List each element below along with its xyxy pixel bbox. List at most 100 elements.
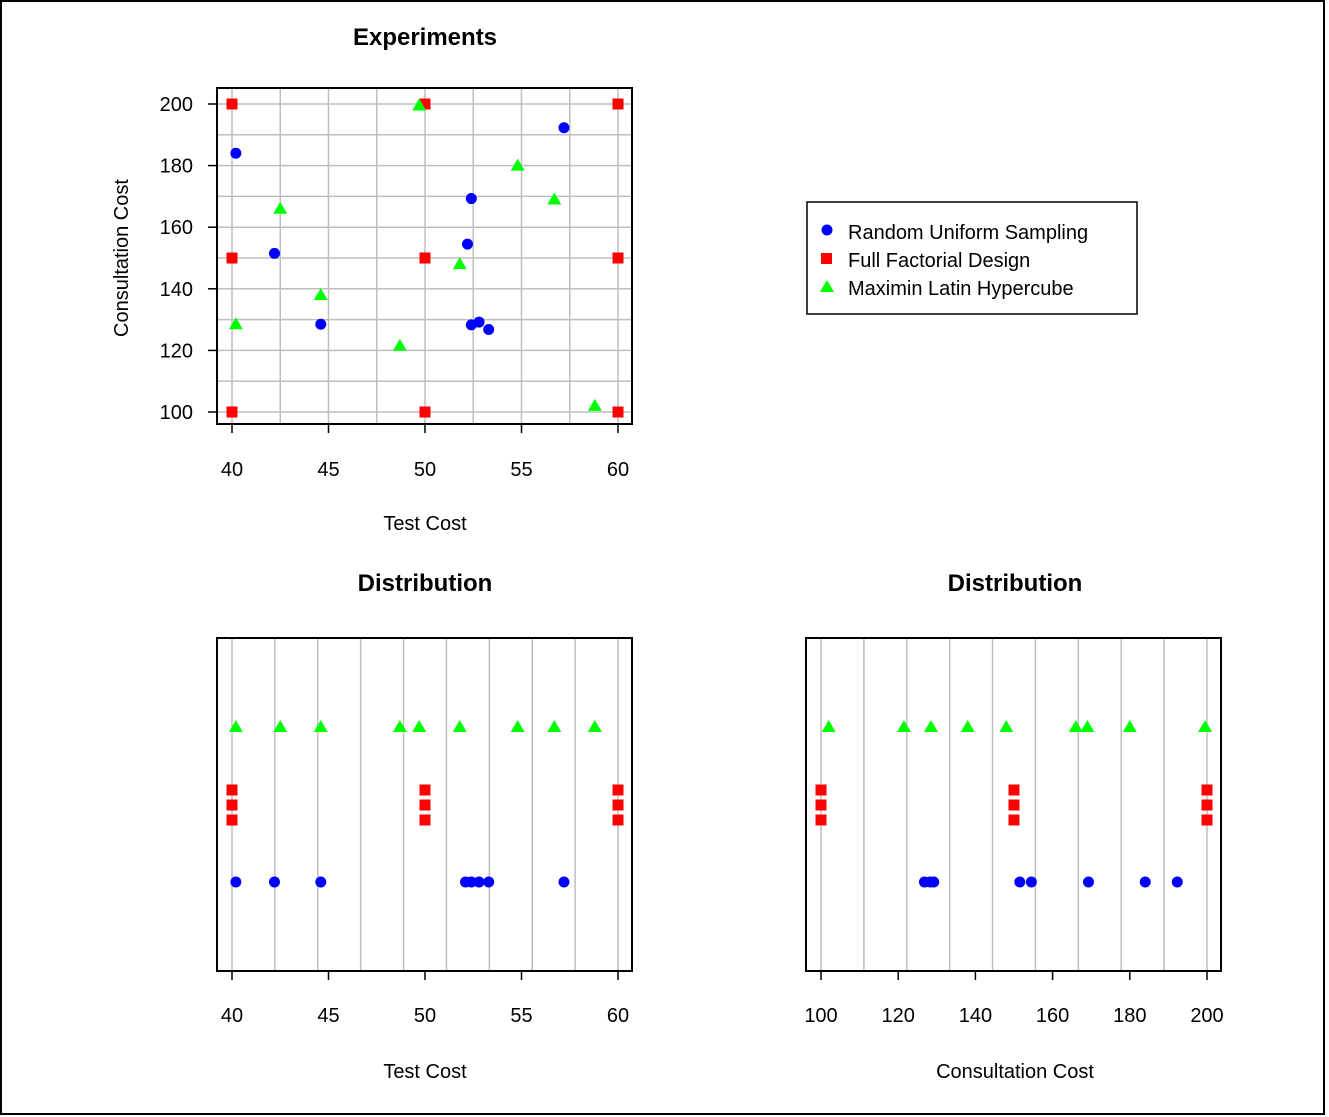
triangle-point	[960, 720, 975, 732]
square-point	[1008, 784, 1020, 796]
experiments-title: Experiments	[353, 24, 497, 51]
x-tick-label: 160	[1036, 1005, 1069, 1027]
circle-point	[315, 318, 327, 330]
y-tick-label: 100	[160, 402, 193, 424]
triangle-point	[412, 720, 427, 732]
square-point	[612, 784, 624, 796]
distribution-consultation-x-axis-label: Consultation Cost	[936, 1061, 1094, 1083]
distribution-consultation-plot-box	[805, 637, 1222, 972]
distribution-consultation-x-ticks: 100 120 140 160 180 200	[804, 971, 1224, 1027]
triangle-point	[999, 720, 1014, 732]
square-point	[226, 406, 238, 418]
triangle-point	[587, 398, 602, 411]
triangle-point	[821, 720, 836, 732]
x-tick-label: 50	[414, 1005, 436, 1027]
square-point	[815, 814, 827, 826]
legend-triangle-marker	[820, 280, 834, 292]
distribution-consultation-marks	[815, 720, 1213, 888]
square-point	[1008, 799, 1020, 811]
circle-point	[1171, 876, 1183, 888]
x-tick-label: 40	[221, 459, 243, 481]
triangle-point	[510, 720, 525, 732]
square-point	[419, 784, 431, 796]
y-tick-label: 140	[160, 279, 193, 301]
square-point	[226, 799, 238, 811]
square-point	[815, 784, 827, 796]
triangle-point	[412, 98, 427, 111]
legend: Random Uniform Sampling Full Factorial D…	[806, 201, 1138, 315]
legend-item-random: Random Uniform Sampling	[848, 222, 1088, 244]
distribution-test-panel: Distribution 40 45 50 55 60 Test Cost	[216, 570, 633, 1083]
circle-point	[1014, 876, 1026, 888]
experiments-y-ticks: 100 120 140 160 180 200	[160, 94, 217, 424]
distribution-test-grid	[231, 638, 619, 971]
square-point	[226, 814, 238, 826]
triangle-point	[228, 720, 243, 732]
square-point	[612, 814, 624, 826]
triangle-point	[1198, 720, 1213, 732]
triangle-point	[547, 720, 562, 732]
circle-point	[465, 193, 477, 205]
circle-point	[461, 238, 473, 250]
square-point	[612, 98, 624, 110]
x-tick-label: 60	[607, 1005, 629, 1027]
x-tick-label: 60	[607, 459, 629, 481]
x-tick-label: 45	[317, 1005, 339, 1027]
triangle-point	[1122, 720, 1137, 732]
y-tick-label: 200	[160, 94, 193, 116]
circle-point	[230, 876, 242, 888]
x-tick-label: 50	[414, 459, 436, 481]
distribution-test-x-axis-label: Test Cost	[383, 1061, 467, 1083]
circle-point	[558, 122, 570, 134]
square-point	[815, 799, 827, 811]
x-tick-label: 55	[510, 459, 532, 481]
square-point	[1008, 814, 1020, 826]
legend-box	[806, 201, 1138, 315]
square-point	[1201, 784, 1213, 796]
circle-point	[473, 876, 485, 888]
square-point	[612, 799, 624, 811]
circle-point	[483, 876, 495, 888]
experiments-marks	[226, 98, 624, 418]
circle-point	[230, 147, 242, 159]
y-tick-label: 180	[160, 156, 193, 178]
circle-point	[268, 876, 280, 888]
square-point	[419, 799, 431, 811]
circle-point	[268, 247, 280, 259]
circle-point	[465, 876, 477, 888]
legend-square-marker	[821, 253, 832, 264]
x-tick-label: 55	[510, 1005, 532, 1027]
triangle-point	[273, 720, 288, 732]
square-point	[419, 98, 431, 110]
square-point	[226, 98, 238, 110]
experiments-x-ticks: 40 45 50 55 60	[221, 424, 629, 481]
x-tick-label: 180	[1113, 1005, 1146, 1027]
distribution-test-x-ticks: 40 45 50 55 60	[221, 971, 629, 1027]
square-point	[419, 814, 431, 826]
x-tick-label: 140	[959, 1005, 992, 1027]
square-point	[1201, 799, 1213, 811]
triangle-point	[452, 720, 467, 732]
circle-point	[928, 876, 940, 888]
triangle-point	[313, 287, 328, 300]
legend-item-latin: Maximin Latin Hypercube	[848, 278, 1074, 300]
experiments-x-axis-label: Test Cost	[383, 513, 467, 535]
circle-point	[1139, 876, 1151, 888]
square-point	[419, 252, 431, 264]
triangle-point	[392, 720, 407, 732]
square-point	[1201, 814, 1213, 826]
triangle-point	[587, 720, 602, 732]
x-tick-label: 120	[882, 1005, 915, 1027]
square-point	[226, 784, 238, 796]
triangle-point	[896, 720, 911, 732]
triangle-point	[273, 201, 288, 214]
distribution-test-marks	[226, 720, 624, 888]
circle-point	[1082, 876, 1094, 888]
y-tick-label: 160	[160, 217, 193, 239]
x-tick-label: 45	[317, 459, 339, 481]
triangle-point	[924, 720, 939, 732]
experiments-y-axis-label: Consultation Cost	[111, 179, 133, 337]
y-tick-label: 120	[160, 340, 193, 362]
triangle-point	[1080, 720, 1095, 732]
